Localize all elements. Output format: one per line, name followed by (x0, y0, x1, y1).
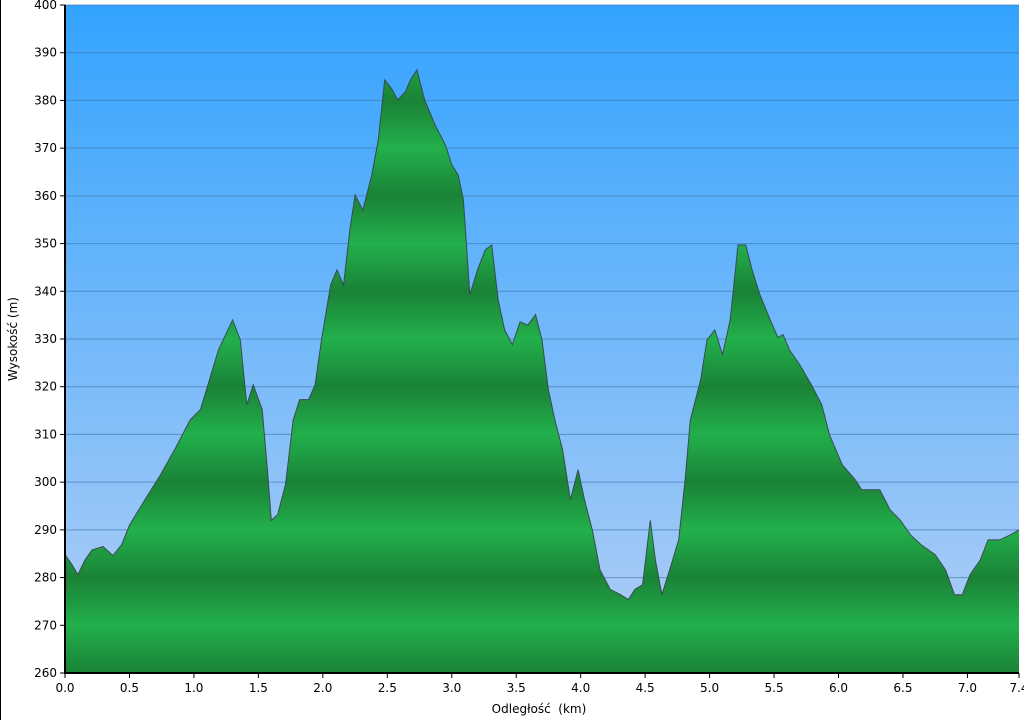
y-tick-label: 370 (34, 141, 57, 155)
y-tick-label: 310 (34, 427, 57, 441)
x-tick-label: 6.0 (829, 681, 848, 695)
x-tick-label: 0.0 (55, 681, 74, 695)
y-tick-label: 330 (34, 332, 57, 346)
x-tick-label: 0.5 (120, 681, 139, 695)
elevation-area (65, 69, 1019, 673)
x-tick-label: 5.0 (700, 681, 719, 695)
y-tick-label: 320 (34, 380, 57, 394)
x-tick-label: 4.5 (636, 681, 655, 695)
y-axis-label: Wysokość (m) (6, 297, 20, 381)
x-tick-label: 7.4 (1009, 681, 1024, 695)
x-tick-label: 4.0 (571, 681, 590, 695)
y-tick-label: 260 (34, 666, 57, 680)
x-tick-label: 1.0 (184, 681, 203, 695)
y-tick-label: 360 (34, 189, 57, 203)
x-tick-label: 2.0 (313, 681, 332, 695)
x-tick-label: 6.5 (893, 681, 912, 695)
x-tick-label: 2.5 (378, 681, 397, 695)
y-tick-label: 400 (34, 0, 57, 12)
x-tick-label: 5.5 (765, 681, 784, 695)
y-tick-label: 340 (34, 284, 57, 298)
elevation-line (64, 68, 1020, 601)
y-tick-label: 290 (34, 523, 57, 537)
y-tick-label: 350 (34, 237, 57, 251)
y-tick-label: 380 (34, 93, 57, 107)
x-tick-label: 3.5 (507, 681, 526, 695)
y-tick-label: 280 (34, 571, 57, 585)
y-ticks: 260 270 280 290 300 310 320 330 340 350 360 370 380 3… (34, 0, 65, 680)
x-ticks: 0.0 0.5 1.0 1.5 2.0 2.5 3.0 3.5 4.0 4.5 5.0 5.5 6.0 6… (55, 673, 1024, 695)
y-tick-label: 270 (34, 618, 57, 632)
y-tick-label: 300 (34, 475, 57, 489)
x-tick-label: 3.0 (442, 681, 461, 695)
y-tick-label: 390 (34, 46, 57, 60)
x-tick-label: 7.0 (958, 681, 977, 695)
x-axis-label: Odległość (km) (492, 702, 587, 716)
x-tick-label: 1.5 (249, 681, 268, 695)
